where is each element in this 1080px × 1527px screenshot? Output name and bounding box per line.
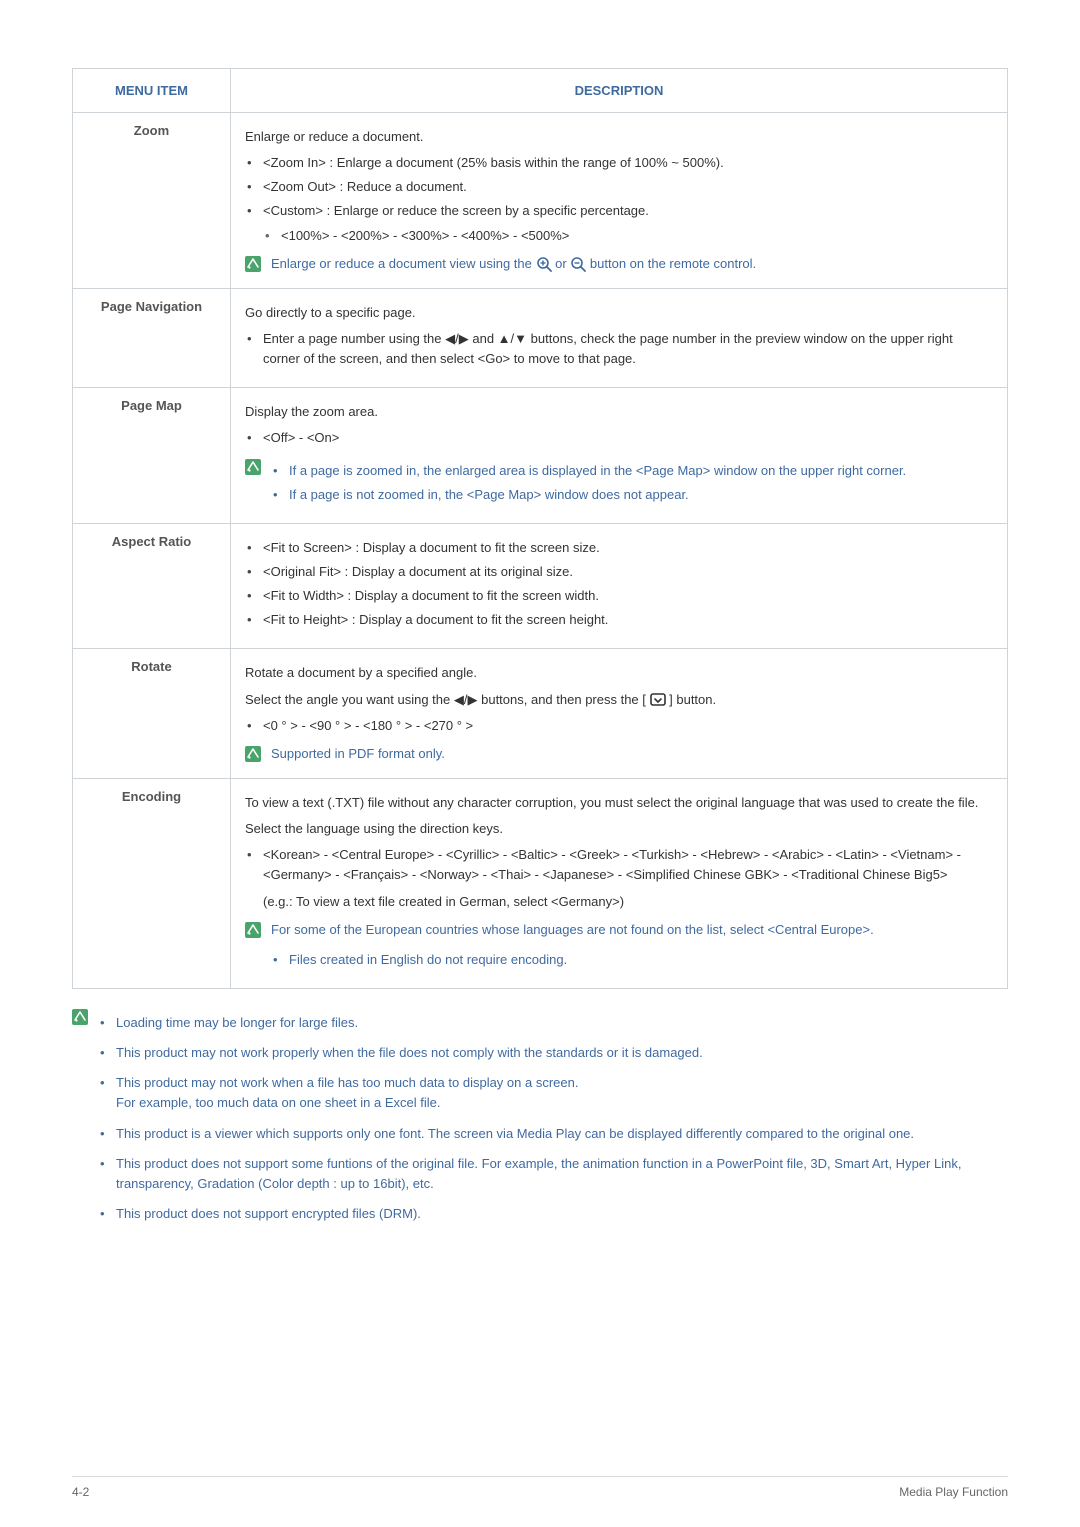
rotate-note-body: Supported in PDF format only.	[271, 744, 445, 764]
encoding-note-body: For some of the European countries whose…	[271, 920, 874, 974]
rotate-select-pre: Select the angle you want using the	[245, 692, 454, 707]
page-map-list: <Off> - <On>	[245, 428, 993, 448]
zoom-intro: Enlarge or reduce a document.	[245, 127, 993, 147]
row-zoom: Zoom Enlarge or reduce a document. <Zoom…	[73, 113, 1008, 289]
zoom-custom-text: <Custom> : Enlarge or reduce the screen …	[263, 203, 649, 218]
row-rotate-desc: Rotate a document by a specified angle. …	[231, 649, 1008, 779]
up-down-glyph: ▲/▼	[498, 331, 527, 346]
note-icon	[72, 1009, 88, 1025]
row-rotate-label: Rotate	[73, 649, 231, 779]
list-item: This product is a viewer which supports …	[98, 1124, 1008, 1144]
page-map-note: If a page is zoomed in, the enlarged are…	[245, 457, 993, 509]
zoom-in-icon	[536, 256, 552, 272]
encoding-langs: <Korean> - <Central Europe> - <Cyrillic>…	[263, 847, 961, 882]
page-nav-intro: Go directly to a specific page.	[245, 303, 993, 323]
list-item: If a page is zoomed in, the enlarged are…	[271, 461, 906, 481]
list-item: This product may not work when a file ha…	[98, 1073, 1008, 1113]
page-footer: 4-2 Media Play Function	[72, 1476, 1008, 1499]
footer-section-title: Media Play Function	[899, 1485, 1008, 1499]
row-aspect-desc: <Fit to Screen> : Display a document to …	[231, 523, 1008, 649]
list-item: <Original Fit> : Display a document at i…	[245, 562, 993, 582]
zoom-note-pre: Enlarge or reduce a document view using …	[271, 256, 536, 271]
note-icon	[245, 922, 261, 938]
row-page-map-label: Page Map	[73, 388, 231, 524]
row-page-nav: Page Navigation Go directly to a specifi…	[73, 288, 1008, 387]
row-aspect-ratio: Aspect Ratio <Fit to Screen> : Display a…	[73, 523, 1008, 649]
list-item: Files created in English do not require …	[271, 950, 874, 970]
encoding-list: <Korean> - <Central Europe> - <Cyrillic>…	[245, 845, 993, 911]
list-item: <Korean> - <Central Europe> - <Cyrillic>…	[245, 845, 993, 911]
rotate-intro: Rotate a document by a specified angle.	[245, 663, 993, 683]
zoom-note-body: Enlarge or reduce a document view using …	[271, 254, 756, 274]
list-item: This product may not work properly when …	[98, 1043, 1008, 1063]
row-zoom-desc: Enlarge or reduce a document. <Zoom In> …	[231, 113, 1008, 289]
zoom-note: Enlarge or reduce a document view using …	[245, 254, 993, 274]
encoding-select: Select the language using the direction …	[245, 819, 993, 839]
menu-table: MENU ITEM DESCRIPTION Zoom Enlarge or re…	[72, 68, 1008, 989]
page-nav-list: Enter a page number using the ◀/▶ and ▲/…	[245, 329, 993, 369]
page-footnotes: Loading time may be longer for large fil…	[72, 1007, 1008, 1234]
zoom-note-or: or	[555, 256, 570, 271]
encoding-note1: For some of the European countries whose…	[271, 922, 874, 937]
row-zoom-label: Zoom	[73, 113, 231, 289]
aspect-list: <Fit to Screen> : Display a document to …	[245, 538, 993, 631]
footnotes-body: Loading time may be longer for large fil…	[98, 1007, 1008, 1234]
page-map-note-body: If a page is zoomed in, the enlarged are…	[271, 457, 906, 509]
row-rotate: Rotate Rotate a document by a specified …	[73, 649, 1008, 779]
note-icon	[245, 459, 261, 475]
enter-icon	[650, 693, 666, 707]
rotate-select-post: ] button.	[669, 692, 716, 707]
encoding-note: For some of the European countries whose…	[245, 920, 993, 974]
zoom-note-post: button on the remote control.	[590, 256, 756, 271]
rotate-list: <0 ° > - <90 ° > - <180 ° > - <270 ° >	[245, 716, 993, 736]
row-aspect-label: Aspect Ratio	[73, 523, 231, 649]
page-map-intro: Display the zoom area.	[245, 402, 993, 422]
left-right-glyph: ◀/▶	[445, 331, 469, 346]
footnotes-list: Loading time may be longer for large fil…	[98, 1013, 1008, 1224]
list-item: This product does not support encrypted …	[98, 1204, 1008, 1224]
row-encoding-label: Encoding	[73, 778, 231, 988]
col-header-description: DESCRIPTION	[231, 69, 1008, 113]
list-item: <100%> - <200%> - <300%> - <400%> - <500…	[263, 226, 993, 246]
footer-page-number: 4-2	[72, 1485, 89, 1499]
row-page-nav-label: Page Navigation	[73, 288, 231, 387]
left-right-glyph: ◀/▶	[454, 692, 478, 707]
list-item: <Off> - <On>	[245, 428, 993, 448]
row-page-map: Page Map Display the zoom area. <Off> - …	[73, 388, 1008, 524]
col-header-menu-item: MENU ITEM	[73, 69, 231, 113]
list-item: Enter a page number using the ◀/▶ and ▲/…	[245, 329, 993, 369]
list-item: <Fit to Width> : Display a document to f…	[245, 586, 993, 606]
note-icon	[245, 746, 261, 762]
list-item: <Zoom Out> : Reduce a document.	[245, 177, 993, 197]
rotate-note: Supported in PDF format only.	[245, 744, 993, 764]
list-item: <Zoom In> : Enlarge a document (25% basi…	[245, 153, 993, 173]
encoding-eg: (e.g.: To view a text file created in Ge…	[263, 892, 993, 912]
rotate-select-mid: buttons, and then press the [	[481, 692, 646, 707]
zoom-sublist: <100%> - <200%> - <300%> - <400%> - <500…	[263, 226, 993, 246]
rotate-select: Select the angle you want using the ◀/▶ …	[245, 690, 993, 710]
page-nav-mid: and	[472, 331, 497, 346]
encoding-intro: To view a text (.TXT) file without any c…	[245, 793, 993, 813]
list-item: Loading time may be longer for large fil…	[98, 1013, 1008, 1033]
list-item: <Fit to Screen> : Display a document to …	[245, 538, 993, 558]
row-page-map-desc: Display the zoom area. <Off> - <On> If a…	[231, 388, 1008, 524]
zoom-list: <Zoom In> : Enlarge a document (25% basi…	[245, 153, 993, 246]
row-page-nav-desc: Go directly to a specific page. Enter a …	[231, 288, 1008, 387]
zoom-out-icon	[570, 256, 586, 272]
table-header-row: MENU ITEM DESCRIPTION	[73, 69, 1008, 113]
page-nav-pre: Enter a page number using the	[263, 331, 445, 346]
row-encoding: Encoding To view a text (.TXT) file with…	[73, 778, 1008, 988]
list-item: <Fit to Height> : Display a document to …	[245, 610, 993, 630]
page-root: { "colors": { "accent": "#3f6aa0", "bord…	[0, 0, 1080, 1527]
note-icon	[245, 256, 261, 272]
list-item: If a page is not zoomed in, the <Page Ma…	[271, 485, 906, 505]
row-encoding-desc: To view a text (.TXT) file without any c…	[231, 778, 1008, 988]
list-item: <Custom> : Enlarge or reduce the screen …	[245, 201, 993, 245]
list-item: This product does not support some funti…	[98, 1154, 1008, 1194]
list-item: <0 ° > - <90 ° > - <180 ° > - <270 ° >	[245, 716, 993, 736]
